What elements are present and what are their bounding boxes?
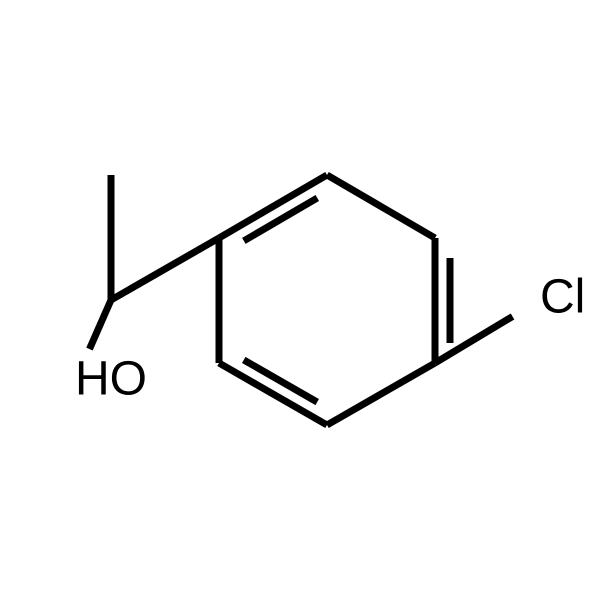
cl-label: Cl — [540, 271, 585, 324]
oh-label: HO — [75, 353, 147, 406]
molecule-diagram: HO Cl — [0, 0, 600, 600]
